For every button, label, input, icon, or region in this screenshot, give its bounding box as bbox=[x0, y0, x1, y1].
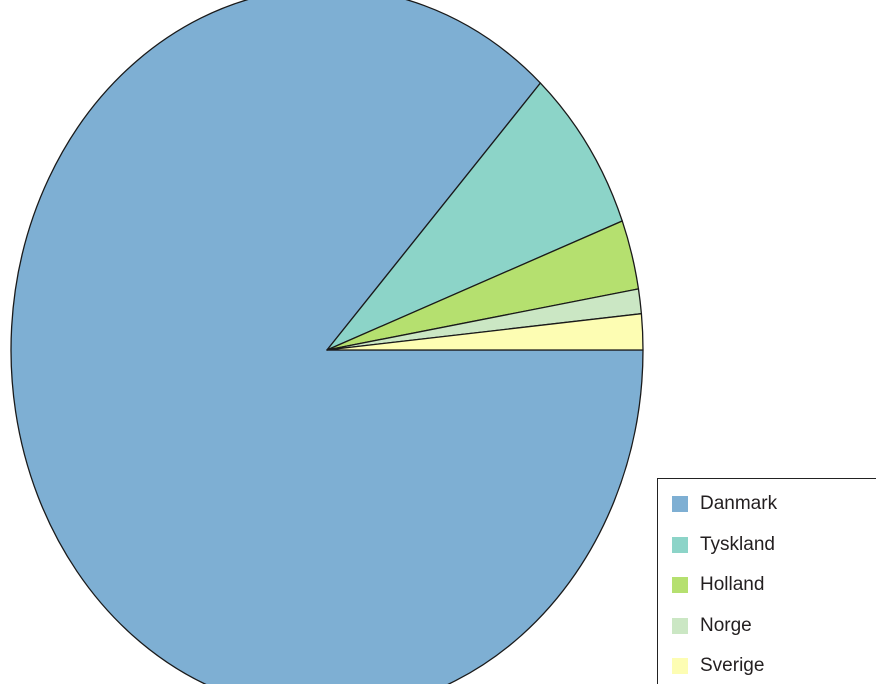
pie-slices bbox=[10, 0, 644, 684]
legend-item-norge: Norge bbox=[672, 611, 752, 641]
legend-swatch-holland bbox=[672, 577, 688, 593]
legend-swatch-norge bbox=[672, 618, 688, 634]
legend-item-sverige: Sverige bbox=[672, 651, 764, 681]
legend: Danmark Tyskland Holland Norge Sverige bbox=[657, 478, 876, 684]
legend-item-holland: Holland bbox=[672, 570, 764, 600]
legend-label-tyskland: Tyskland bbox=[700, 534, 775, 555]
pie-slice-tyskland bbox=[326, 82, 623, 351]
pie-slice-sverige bbox=[326, 313, 644, 351]
legend-label-holland: Holland bbox=[700, 574, 765, 595]
legend-swatch-sverige bbox=[672, 658, 688, 674]
legend-swatch-danmark bbox=[672, 496, 688, 512]
legend-label-danmark: Danmark bbox=[700, 493, 778, 514]
legend-label-sverige: Sverige bbox=[700, 655, 765, 676]
legend-item-danmark: Danmark bbox=[672, 489, 777, 519]
pie-slice-danmark bbox=[10, 0, 644, 684]
legend-swatch-tyskland bbox=[672, 537, 688, 553]
legend-item-tyskland: Tyskland bbox=[672, 530, 775, 560]
legend-label-norge: Norge bbox=[700, 615, 752, 636]
